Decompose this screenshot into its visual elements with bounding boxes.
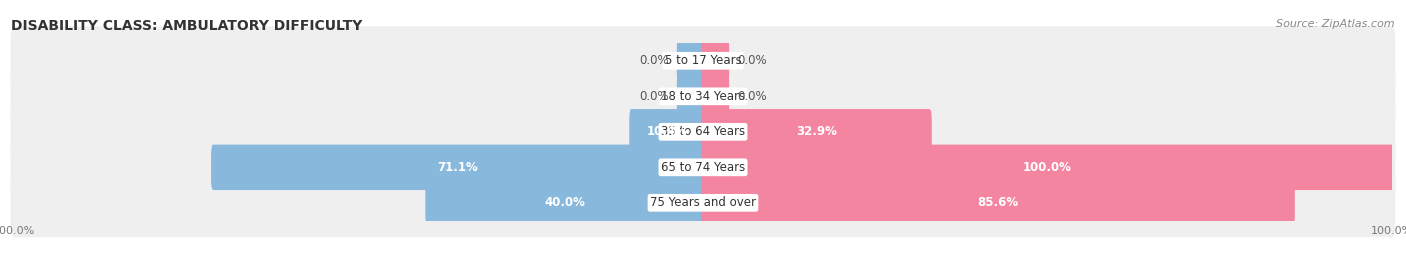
Text: 100.0%: 100.0% (1024, 161, 1071, 174)
FancyBboxPatch shape (702, 180, 1295, 225)
FancyBboxPatch shape (11, 97, 1395, 166)
Text: 0.0%: 0.0% (738, 54, 768, 67)
Text: 0.0%: 0.0% (738, 90, 768, 103)
Text: 35 to 64 Years: 35 to 64 Years (661, 125, 745, 138)
FancyBboxPatch shape (211, 145, 704, 190)
Text: 0.0%: 0.0% (638, 54, 669, 67)
FancyBboxPatch shape (702, 145, 1393, 190)
FancyBboxPatch shape (426, 180, 704, 225)
FancyBboxPatch shape (630, 109, 704, 154)
FancyBboxPatch shape (11, 168, 1395, 237)
Text: 18 to 34 Years: 18 to 34 Years (661, 90, 745, 103)
Text: 10.4%: 10.4% (647, 125, 688, 138)
FancyBboxPatch shape (702, 109, 932, 154)
Text: 71.1%: 71.1% (437, 161, 478, 174)
FancyBboxPatch shape (11, 62, 1395, 131)
FancyBboxPatch shape (11, 133, 1395, 202)
Text: 5 to 17 Years: 5 to 17 Years (665, 54, 741, 67)
Text: Source: ZipAtlas.com: Source: ZipAtlas.com (1277, 19, 1395, 29)
FancyBboxPatch shape (11, 26, 1395, 95)
FancyBboxPatch shape (676, 38, 704, 83)
Text: 32.9%: 32.9% (796, 125, 837, 138)
FancyBboxPatch shape (676, 74, 704, 119)
Text: 65 to 74 Years: 65 to 74 Years (661, 161, 745, 174)
Text: 75 Years and over: 75 Years and over (650, 196, 756, 209)
FancyBboxPatch shape (702, 74, 730, 119)
Text: 40.0%: 40.0% (544, 196, 586, 209)
Text: 0.0%: 0.0% (638, 90, 669, 103)
FancyBboxPatch shape (702, 38, 730, 83)
Text: DISABILITY CLASS: AMBULATORY DIFFICULTY: DISABILITY CLASS: AMBULATORY DIFFICULTY (11, 19, 363, 33)
Text: 85.6%: 85.6% (977, 196, 1018, 209)
